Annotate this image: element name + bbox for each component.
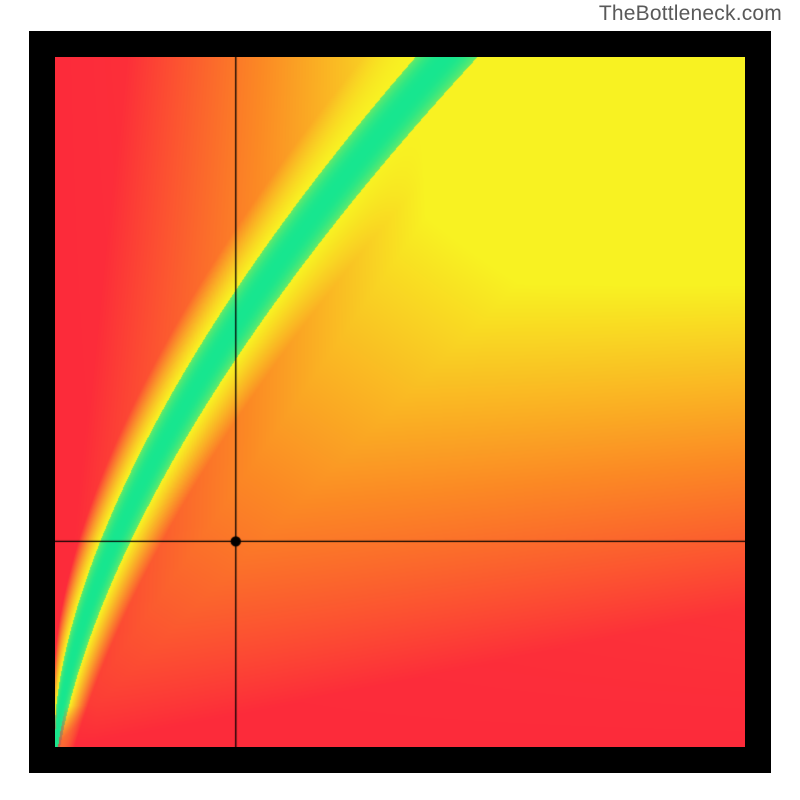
figure-container: TheBottleneck.com <box>0 0 800 800</box>
heatmap-canvas <box>55 57 745 747</box>
watermark-text: TheBottleneck.com <box>599 2 782 26</box>
plot-border <box>29 31 771 773</box>
